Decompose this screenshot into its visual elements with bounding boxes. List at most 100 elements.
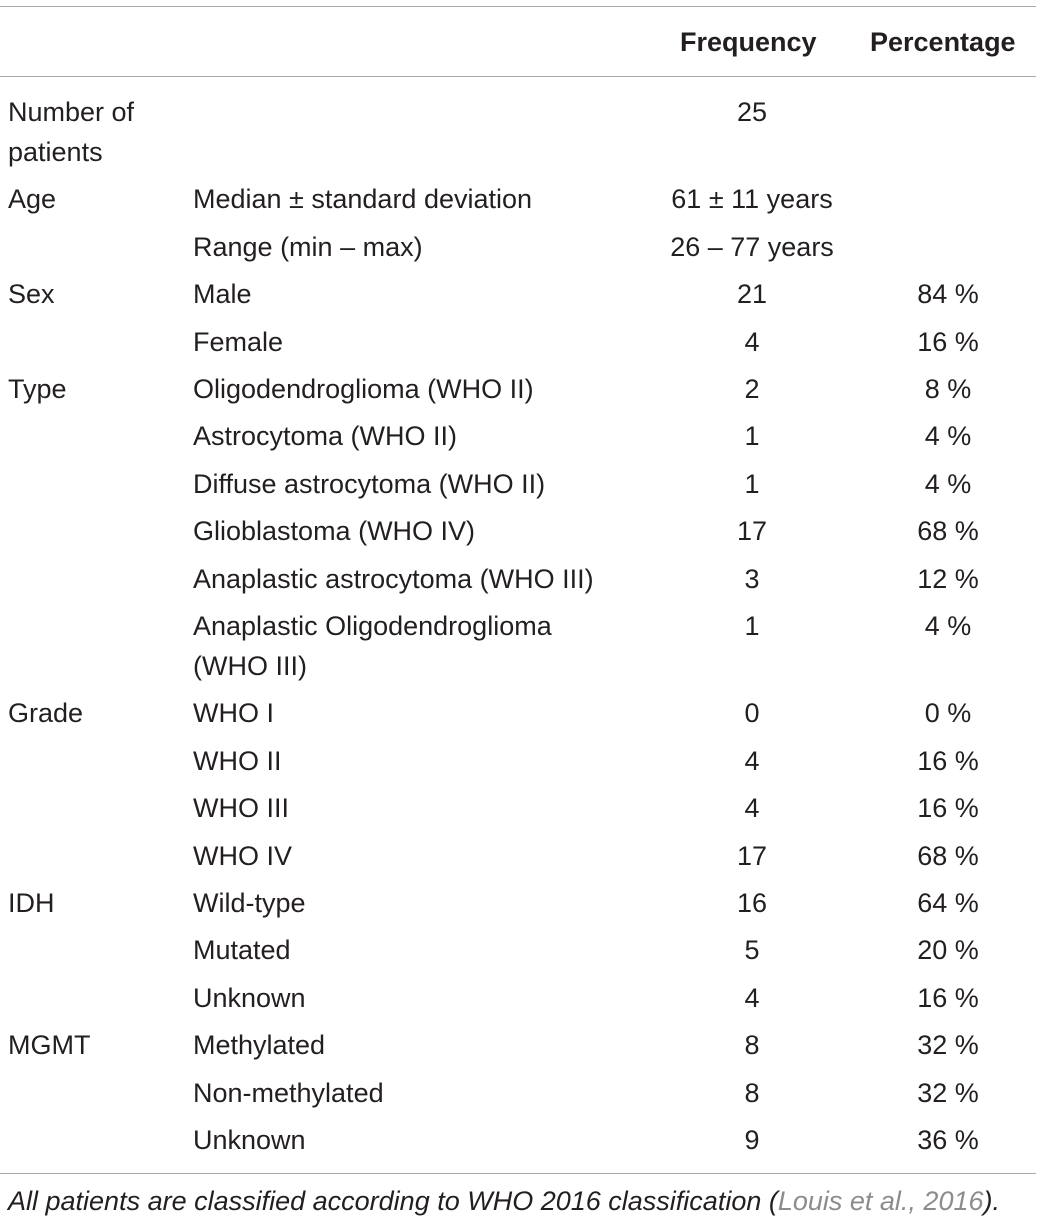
row-category-line: Age: [8, 184, 57, 215]
row-percentage: 12 %: [917, 563, 979, 594]
row-subcategory-line: Glioblastoma (WHO IV): [193, 516, 476, 547]
row-category-line: Sex: [8, 279, 55, 310]
table-footnote: All patients are classified according to…: [8, 1181, 1000, 1221]
row-subcategory-line: Unknown: [193, 1125, 306, 1155]
row-subcategory-line: Diffuse astrocytoma (WHO II): [193, 468, 546, 499]
row-percentage: 32 %: [917, 1030, 979, 1061]
row-subcategory: Mutated: [193, 930, 291, 970]
row-subcategory: Methylated: [193, 1025, 325, 1065]
row-frequency: 25: [736, 97, 768, 127]
row-subcategory: Male: [193, 274, 252, 314]
row-category: Sex: [8, 274, 55, 314]
row-category-line: Grade: [8, 698, 84, 729]
row-subcategory-line: Non-methylated: [193, 1077, 384, 1108]
row-percentage: 0 %: [924, 698, 972, 729]
row-frequency: 8: [744, 1030, 760, 1061]
row-category: MGMT: [8, 1025, 90, 1065]
row-subcategory: Unknown: [193, 978, 306, 1018]
row-subcategory-line: WHO II: [193, 745, 282, 776]
row-subcategory-line: Mutated: [193, 935, 291, 966]
row-frequency: 1: [744, 421, 760, 452]
table-top-rule: [0, 6, 1036, 7]
row-subcategory: Range (min – max): [193, 227, 423, 267]
row-frequency: 8: [744, 1077, 760, 1108]
header-percentage: Percentage: [870, 27, 1016, 57]
row-percentage: 20 %: [917, 935, 979, 966]
row-subcategory-line: WHO IV: [193, 840, 292, 871]
row-subcategory: WHO II: [193, 741, 282, 781]
row-subcategory-line: WHO I: [193, 698, 274, 729]
row-category-line: MGMT: [8, 1030, 91, 1061]
row-subcategory-line: Median ± standard deviation: [193, 184, 533, 215]
row-subcategory: Diffuse astrocytoma (WHO II): [193, 464, 545, 504]
header-frequency: Frequency: [680, 27, 817, 57]
row-subcategory-line: Female: [193, 326, 284, 357]
row-percentage: 8 %: [924, 374, 972, 404]
row-subcategory: Unknown: [193, 1120, 306, 1160]
row-category: Age: [8, 179, 56, 219]
footnote-end: ).: [983, 1186, 1001, 1216]
row-percentage: 16 %: [917, 793, 979, 824]
row-subcategory: WHO IV: [193, 836, 292, 876]
row-percentage: 64 %: [917, 888, 979, 918]
row-category-line: IDH: [8, 888, 55, 918]
row-percentage: 16 %: [917, 982, 979, 1013]
row-subcategory: WHO I: [193, 693, 274, 733]
row-subcategory-line: Wild-type: [193, 888, 306, 918]
row-subcategory: Median ± standard deviation: [193, 179, 532, 219]
row-percentage: 36 %: [917, 1125, 979, 1155]
row-subcategory-line: (WHO III): [193, 651, 307, 681]
row-frequency: 1: [744, 468, 760, 499]
row-subcategory-line: Oligodendroglioma (WHO II): [193, 374, 534, 404]
row-subcategory-line: Anaplastic astrocytoma (WHO III): [193, 563, 594, 594]
row-subcategory-line: Anaplastic Oligodendroglioma: [193, 611, 552, 641]
row-subcategory-line: Unknown: [193, 982, 306, 1013]
row-subcategory: Anaplastic astrocytoma (WHO III): [193, 559, 594, 599]
row-frequency: 17: [736, 516, 768, 547]
row-frequency: 4: [744, 793, 760, 824]
row-category: Type: [8, 369, 67, 409]
table-bottom-rule: [0, 1173, 1036, 1174]
row-subcategory: Oligodendroglioma (WHO II): [193, 369, 534, 409]
row-frequency: 26 – 77 years: [670, 231, 834, 262]
row-frequency: 16: [736, 888, 768, 918]
row-category-line: Type: [8, 374, 67, 404]
row-frequency: 4: [744, 982, 760, 1013]
row-subcategory: Wild-type: [193, 883, 306, 923]
row-frequency: 21: [736, 279, 768, 310]
row-percentage: 4 %: [924, 421, 972, 452]
row-subcategory: Astrocytoma (WHO II): [193, 416, 457, 456]
row-subcategory-line: Methylated: [193, 1030, 326, 1061]
footnote-text: All patients are classified according to…: [8, 1186, 778, 1216]
row-frequency: 61 ± 11 years: [671, 184, 833, 215]
row-frequency: 9: [744, 1125, 760, 1155]
table-header-rule: [0, 76, 1036, 77]
row-frequency: 4: [744, 745, 760, 776]
row-category-line: patients: [8, 137, 103, 167]
row-category-line: Number of: [8, 97, 135, 127]
row-percentage: 84 %: [917, 279, 979, 310]
row-category: Grade: [8, 693, 83, 733]
row-subcategory-line: WHO III: [193, 793, 289, 824]
row-percentage: 16 %: [917, 326, 979, 357]
row-frequency: 5: [744, 935, 760, 966]
row-subcategory: Glioblastoma (WHO IV): [193, 511, 475, 551]
row-percentage: 4 %: [924, 611, 972, 641]
row-frequency: 3: [744, 563, 760, 594]
row-frequency: 1: [744, 611, 760, 641]
row-subcategory: Female: [193, 322, 283, 362]
row-frequency: 4: [744, 326, 760, 357]
row-percentage: 4 %: [924, 468, 972, 499]
row-percentage: 68 %: [917, 516, 979, 547]
row-subcategory: WHO III: [193, 788, 289, 828]
row-subcategory-line: Male: [193, 279, 252, 310]
row-percentage: 16 %: [917, 745, 979, 776]
row-subcategory-line: Astrocytoma (WHO II): [193, 421, 458, 452]
row-frequency: 2: [744, 374, 760, 404]
row-subcategory: Non-methylated: [193, 1073, 384, 1113]
row-percentage: 32 %: [917, 1077, 979, 1108]
row-category: IDH: [8, 883, 55, 923]
row-frequency: 0: [744, 698, 760, 729]
row-category: Number of patients: [8, 92, 134, 172]
footnote-citation-link[interactable]: Louis et al., 2016: [777, 1186, 984, 1216]
